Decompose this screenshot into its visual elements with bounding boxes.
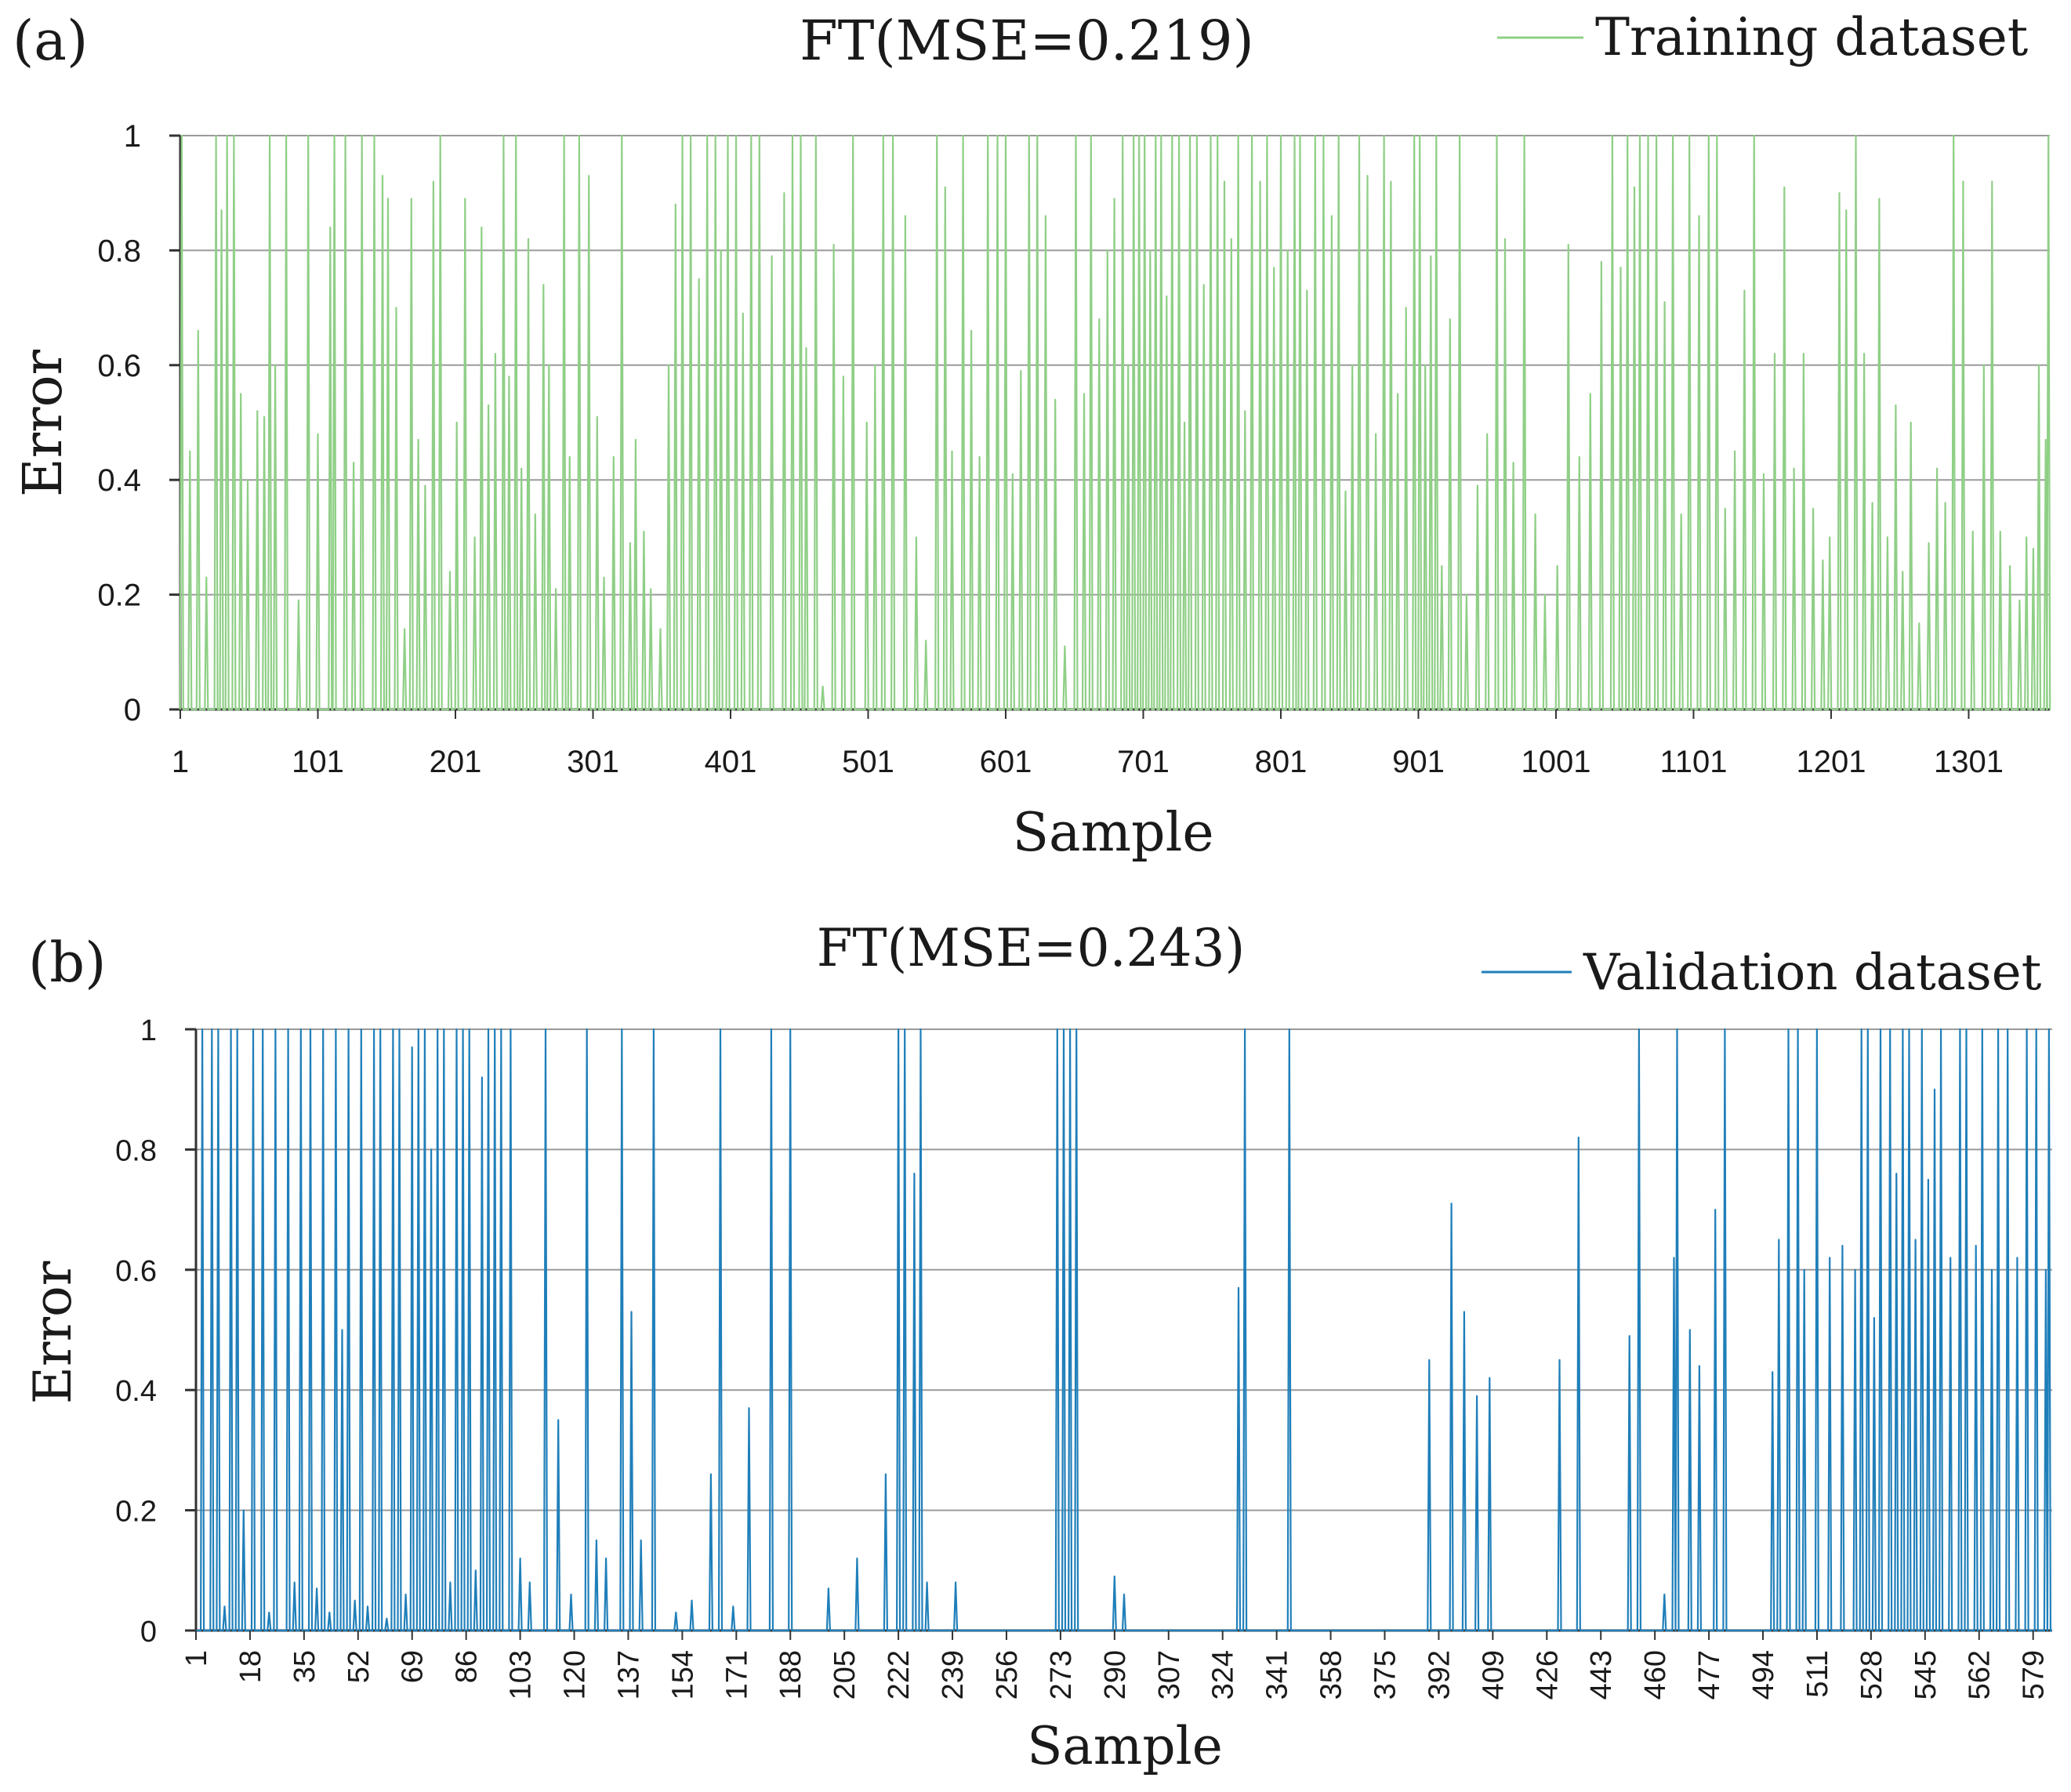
panel-b-xtick-label: 239 bbox=[937, 1650, 970, 1699]
panel-b-xtick-label: 562 bbox=[1964, 1650, 1997, 1699]
panel-a-xtick-label: 1 bbox=[172, 745, 189, 779]
panel-b-xtick-label: 256 bbox=[991, 1650, 1024, 1699]
panel-b-xtick-label: 477 bbox=[1693, 1650, 1726, 1699]
panel-b-xtick-label: 273 bbox=[1045, 1650, 1078, 1699]
panel-b-xtick-label: 188 bbox=[774, 1650, 807, 1699]
panel-a-xlabel: Sample bbox=[1012, 802, 1213, 864]
panel-a-xtick-label: 301 bbox=[567, 745, 619, 779]
panel-b-xtick-label: 69 bbox=[397, 1650, 430, 1683]
panel-b-xtick-label: 545 bbox=[1910, 1650, 1942, 1699]
panel-a-xtick-label: 1101 bbox=[1659, 745, 1727, 779]
panel-b-xtick-label: 154 bbox=[666, 1650, 699, 1699]
panel-b-xtick-label: 409 bbox=[1477, 1650, 1510, 1699]
panel-b-xtick-label: 35 bbox=[288, 1650, 321, 1683]
panel-b-xtick-label: 137 bbox=[612, 1650, 645, 1699]
panel-a-series-line bbox=[179, 134, 2051, 711]
panel-b-ylabel: Error bbox=[23, 1261, 83, 1404]
panel-a-ytick-label: 0.4 bbox=[97, 463, 141, 498]
panel-a-ytick-label: 0.8 bbox=[97, 234, 141, 268]
panel-b-xtick-label: 86 bbox=[451, 1650, 484, 1683]
panel-b-xtick-label: 460 bbox=[1639, 1650, 1672, 1699]
panel-a-xtick-label: 201 bbox=[430, 745, 482, 779]
panel-b-series-line bbox=[196, 1028, 2052, 1632]
panel-b-xtick-label: 528 bbox=[1855, 1650, 1888, 1699]
panel-a-xtick-label: 701 bbox=[1117, 745, 1170, 779]
panel-b-xtick-label: 511 bbox=[1801, 1650, 1834, 1698]
panel-a-ytick-label: 0 bbox=[124, 693, 141, 727]
panel-b-plot: 0 0.2 0.4 0.6 0.8 1 1 18 35 52 69 86 103 120 137 154 171… bbox=[115, 1014, 2052, 1699]
panel-a-xtick-label: 801 bbox=[1255, 745, 1308, 779]
panel-b-xtick-label: 494 bbox=[1747, 1650, 1780, 1699]
panel-b-xtick-label: 443 bbox=[1585, 1650, 1618, 1699]
panel-b-xtick-label: 375 bbox=[1369, 1650, 1402, 1699]
panel-a-label: (a) bbox=[13, 9, 88, 73]
panel-a-xtick-label: 401 bbox=[705, 745, 757, 779]
panel-a-xtick-label: 1201 bbox=[1796, 745, 1866, 779]
panel-b-xtick-label: 307 bbox=[1153, 1650, 1186, 1699]
panel-b-xtick-label: 103 bbox=[505, 1650, 538, 1699]
panel-b-ytick-label: 0 bbox=[140, 1616, 157, 1649]
panel-a-xtick-label: 1001 bbox=[1521, 745, 1590, 779]
panel-a-plot: 00.20.40.60.811 101 201 301 401 501 601 701 801 9… bbox=[97, 119, 2051, 779]
panel-b-xtick-label: 290 bbox=[1099, 1650, 1132, 1699]
panel-b: (b) FT(MSE=0.243) Validation dataset 0 0.… bbox=[23, 918, 2052, 1776]
panel-a-ytick-label: 0.2 bbox=[97, 579, 141, 613]
panel-a-xtick-label: 1301 bbox=[1934, 745, 2004, 779]
panel-b-ytick-label: 0.8 bbox=[115, 1134, 157, 1167]
panel-a-xtick-label: 101 bbox=[292, 745, 344, 779]
panel-a: (a) FT(MSE=0.219) Training dataset 0 0.2 0… bbox=[13, 7, 2051, 864]
panel-b-xtick-label: 341 bbox=[1261, 1650, 1294, 1699]
panel-b-label: (b) bbox=[28, 930, 106, 995]
panel-b-xtick-label: 426 bbox=[1531, 1650, 1564, 1699]
panel-a-title: FT(MSE=0.219) bbox=[800, 9, 1254, 73]
panel-b-xtick-label: 579 bbox=[2018, 1650, 2051, 1699]
panel-a-legend-label: Training dataset bbox=[1595, 7, 2028, 67]
panel-a-xtick-label: 501 bbox=[842, 745, 894, 779]
panel-b-xtick-label: 120 bbox=[559, 1650, 592, 1699]
panel-b-xtick-label: 222 bbox=[883, 1650, 916, 1699]
panel-a-xtick-label: 901 bbox=[1392, 745, 1445, 779]
panel-b-legend-label: Validation dataset bbox=[1583, 944, 2042, 1002]
panel-a-ylabel: Error bbox=[13, 349, 74, 497]
panel-b-ytick-label: 0.4 bbox=[115, 1375, 157, 1408]
panel-b-xtick-label: 18 bbox=[234, 1650, 267, 1683]
panel-a-xtick-label: 601 bbox=[980, 745, 1032, 779]
panel-b-xtick-label: 324 bbox=[1207, 1650, 1240, 1699]
panel-b-ytick-label: 0.6 bbox=[115, 1255, 157, 1288]
panel-b-xtick-label: 392 bbox=[1423, 1650, 1456, 1699]
panel-b-title: FT(MSE=0.243) bbox=[817, 918, 1246, 978]
panel-b-xtick-label: 1 bbox=[180, 1650, 213, 1667]
panel-b-xlabel: Sample bbox=[1027, 1716, 1223, 1776]
panel-b-ytick-label: 0.2 bbox=[115, 1496, 157, 1529]
panel-a-ytick-label: 1 bbox=[124, 119, 141, 154]
panel-b-xtick-label: 52 bbox=[343, 1650, 375, 1683]
panel-a-ytick-label: 0.6 bbox=[97, 349, 141, 383]
panel-b-ytick-label: 1 bbox=[140, 1014, 157, 1047]
panel-b-xtick-label: 171 bbox=[720, 1650, 753, 1699]
panel-b-xtick-label: 358 bbox=[1315, 1650, 1348, 1699]
panel-b-xtick-label: 205 bbox=[829, 1650, 861, 1699]
